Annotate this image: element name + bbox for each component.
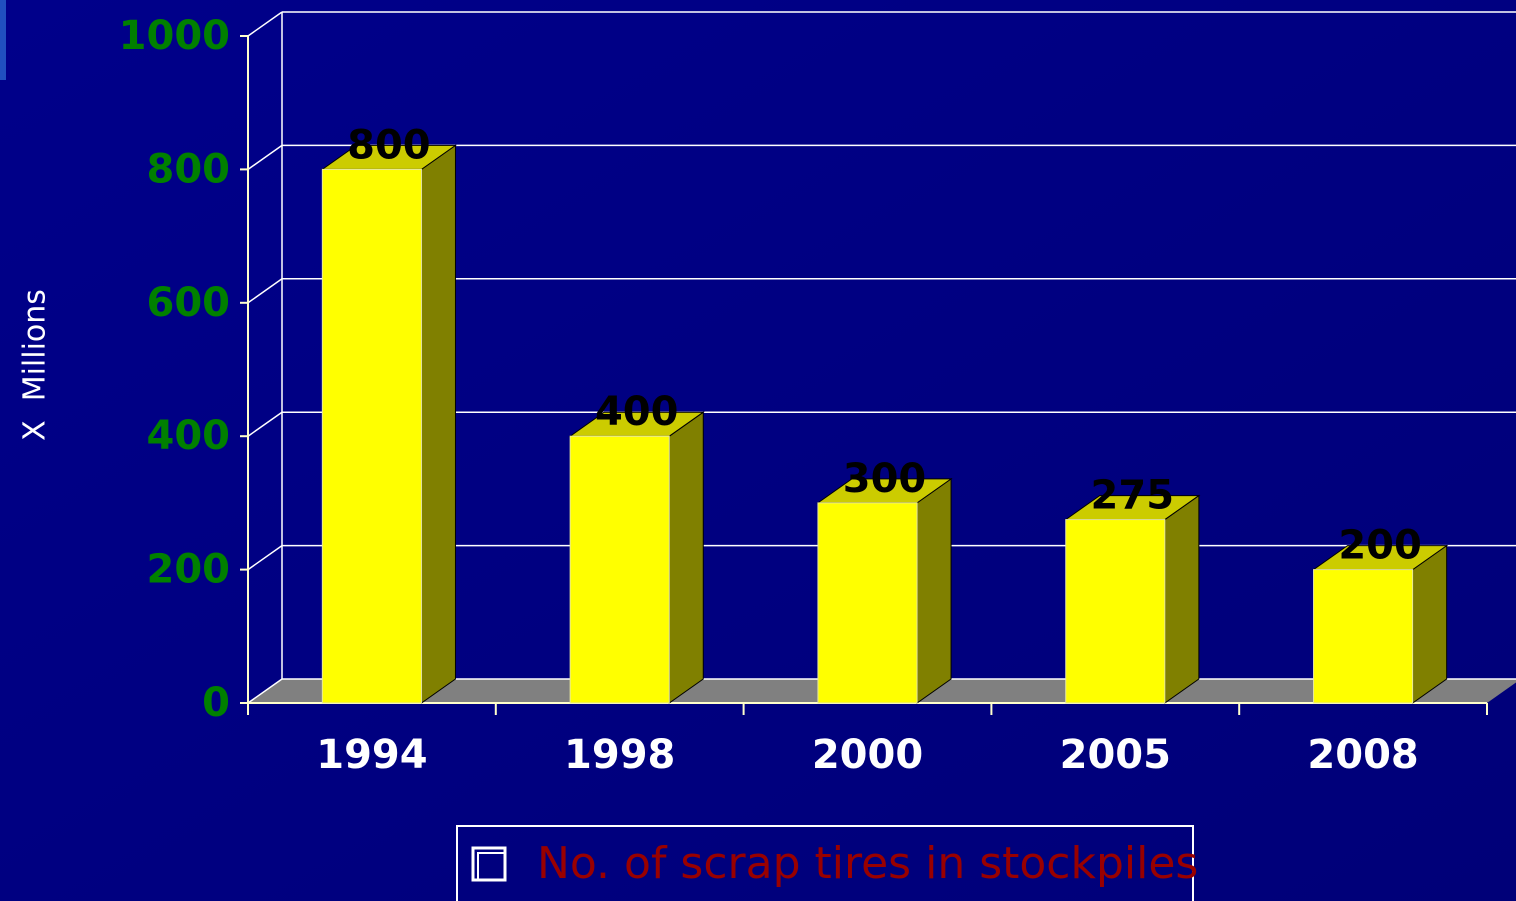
- x-tick-label: 1998: [564, 732, 675, 778]
- plot: 0 200 400 600 800 1000 1994 800 1998 400 2000 300 20…: [119, 11, 1516, 778]
- bar-side: [1412, 544, 1448, 704]
- value-label: 200: [1338, 523, 1422, 569]
- legend-bullet-shadow: [477, 852, 506, 881]
- grid-line-side: [247, 678, 283, 704]
- bar-side: [668, 411, 704, 704]
- grid-line-side: [247, 144, 283, 171]
- bar: [817, 502, 918, 704]
- value-label: 400: [595, 389, 679, 435]
- y-tick-label: 400: [147, 413, 231, 459]
- x-tick-label: 1994: [316, 732, 427, 778]
- bar-side: [916, 477, 952, 704]
- bar: [1065, 519, 1166, 704]
- x-tick-label: 2008: [1307, 732, 1418, 778]
- grid-line-side: [247, 11, 283, 37]
- y-tick-label: 600: [147, 280, 231, 326]
- legend-box: [456, 825, 1194, 901]
- bar-side: [1164, 494, 1200, 704]
- value-label: 300: [843, 456, 927, 502]
- x-tick-label: 2005: [1060, 732, 1171, 778]
- bar: [321, 168, 422, 704]
- y-tick-label: 800: [147, 146, 231, 192]
- grid-line-side: [247, 411, 283, 437]
- bar: [569, 435, 670, 704]
- bar-side: [420, 144, 456, 704]
- bar: [1313, 569, 1414, 704]
- y-axis-label: X Millions: [18, 289, 53, 441]
- grid-line-side: [247, 544, 283, 571]
- grid-line-side: [247, 278, 283, 304]
- value-label: 800: [347, 122, 431, 168]
- y-tick-label: 0: [202, 680, 230, 726]
- y-tick-label: 1000: [119, 13, 230, 59]
- legend: No. of scrap tires in stockpiles: [456, 825, 1198, 901]
- legend-label: No. of scrap tires in stockpiles: [537, 838, 1198, 889]
- y-tick-label: 200: [147, 547, 231, 593]
- slide-edge: [0, 0, 6, 80]
- value-label: 275: [1091, 473, 1175, 519]
- x-tick-label: 2000: [812, 732, 923, 778]
